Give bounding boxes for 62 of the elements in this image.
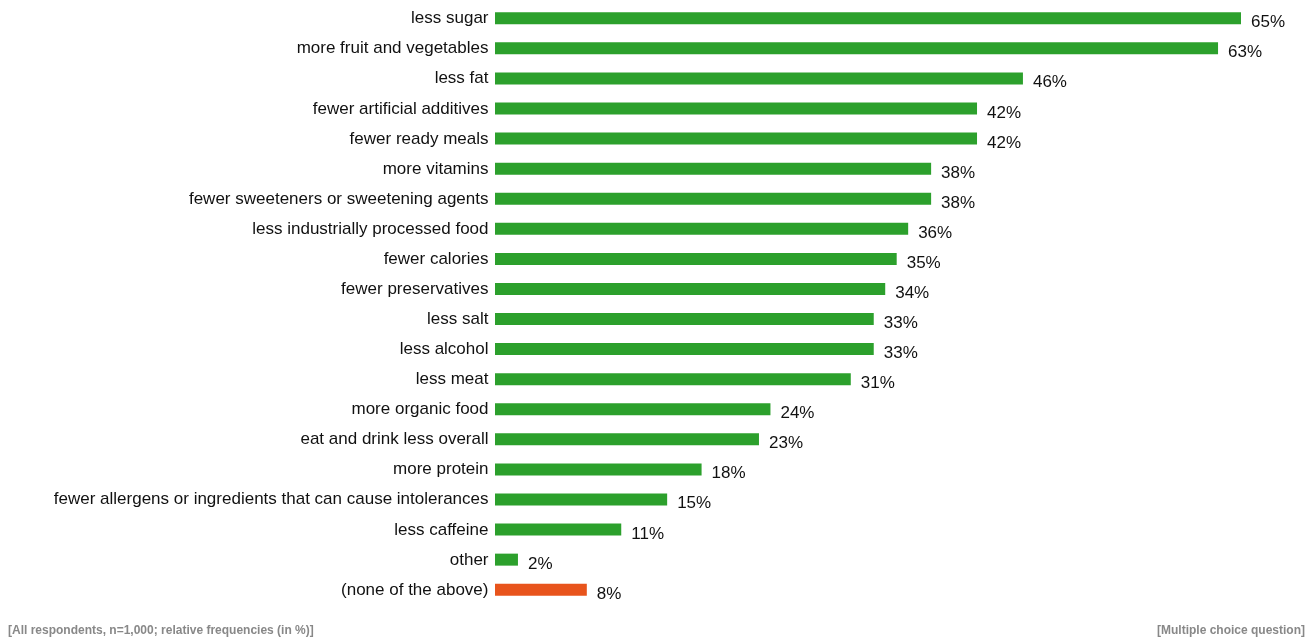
y-tick-label: less caffeine bbox=[394, 519, 489, 539]
data-label: 31% bbox=[860, 373, 895, 393]
y-tick-label: more organic food bbox=[351, 399, 489, 419]
bar bbox=[495, 493, 668, 506]
bar bbox=[495, 132, 978, 145]
y-tick-label: other bbox=[449, 549, 489, 569]
y-tick-label: less alcohol bbox=[399, 339, 489, 359]
bar bbox=[495, 192, 932, 205]
bar bbox=[495, 343, 874, 356]
text: [All respondents, n=1,000; relative frequencies (in %)] bbox=[8, 623, 314, 637]
bar bbox=[495, 553, 518, 566]
text: [Multiple choice question] bbox=[1156, 623, 1305, 637]
data-label: 35% bbox=[906, 252, 941, 272]
bar bbox=[495, 583, 587, 596]
bar bbox=[495, 162, 932, 175]
data-label: 33% bbox=[883, 343, 918, 363]
y-tick-label: more protein bbox=[393, 459, 489, 479]
bar bbox=[495, 433, 759, 446]
data-label: 34% bbox=[895, 282, 930, 302]
bar bbox=[495, 72, 1023, 85]
y-tick-label: fewer allergens or ingredients that can cause intolerances bbox=[53, 489, 489, 509]
bar bbox=[495, 463, 702, 476]
y-tick-label: fewer preservatives bbox=[341, 278, 489, 298]
y-tick-label: (none of the above) bbox=[341, 579, 489, 599]
data-label: 2% bbox=[527, 553, 553, 573]
data-label: 46% bbox=[1032, 72, 1067, 92]
bar bbox=[495, 523, 622, 536]
y-tick-label: fewer calories bbox=[383, 248, 489, 268]
data-label: 38% bbox=[941, 192, 976, 212]
data-label: 42% bbox=[987, 102, 1022, 122]
data-label: 33% bbox=[883, 313, 918, 333]
data-label: 36% bbox=[918, 222, 953, 242]
data-label: 38% bbox=[941, 162, 976, 182]
y-tick-label: fewer sweeteners or sweetening agents bbox=[188, 188, 489, 208]
y-tick-label: less salt bbox=[427, 309, 489, 329]
y-tick-label: less meat bbox=[415, 369, 489, 389]
bar bbox=[495, 403, 771, 416]
data-label: 63% bbox=[1228, 42, 1263, 62]
bar bbox=[495, 12, 1241, 25]
bar bbox=[495, 42, 1219, 55]
data-label: 24% bbox=[780, 403, 815, 423]
y-tick-label: less sugar bbox=[411, 8, 489, 28]
data-label: 42% bbox=[987, 132, 1022, 152]
y-tick-label: fewer ready meals bbox=[349, 128, 489, 148]
y-tick-label: eat and drink less overall bbox=[300, 429, 489, 449]
bar bbox=[495, 313, 874, 326]
y-tick-label: more fruit and vegetables bbox=[296, 38, 489, 58]
y-tick-label: more vitamins bbox=[382, 158, 489, 178]
bar bbox=[495, 222, 909, 235]
data-label: 65% bbox=[1251, 12, 1286, 32]
y-tick-label: less industrially processed food bbox=[252, 218, 489, 238]
bar bbox=[495, 373, 851, 386]
bar bbox=[495, 252, 897, 265]
data-label: 23% bbox=[768, 433, 803, 453]
data-label: 8% bbox=[596, 583, 622, 603]
y-tick-label: less fat bbox=[434, 68, 489, 88]
data-label: 15% bbox=[677, 493, 712, 513]
bar bbox=[495, 102, 978, 115]
y-tick-label: fewer artificial additives bbox=[312, 98, 489, 118]
data-label: 11% bbox=[631, 523, 665, 543]
bar bbox=[495, 282, 886, 295]
data-label: 18% bbox=[711, 463, 746, 483]
